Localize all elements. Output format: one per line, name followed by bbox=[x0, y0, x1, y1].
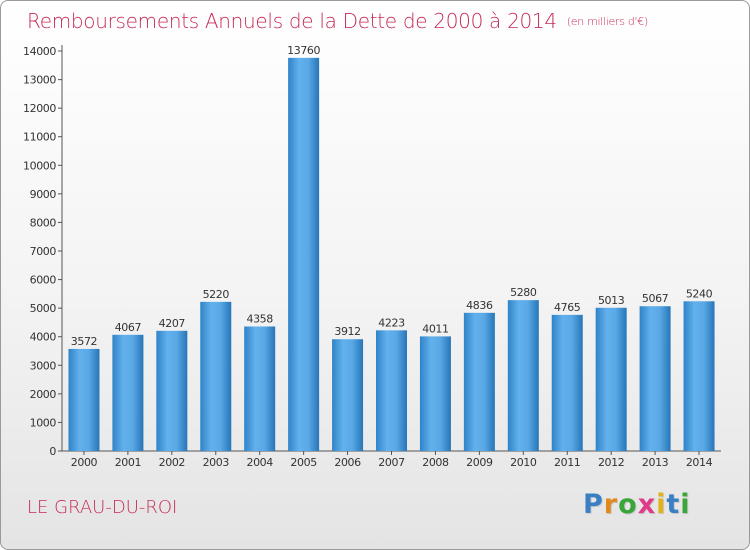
data-label: 4765 bbox=[554, 301, 581, 314]
bar bbox=[244, 326, 276, 451]
x-tick-label: 2003 bbox=[203, 456, 230, 469]
data-label: 5220 bbox=[203, 288, 230, 301]
bar bbox=[200, 301, 232, 451]
x-tick-label: 2012 bbox=[598, 456, 624, 469]
x-tick-label: 2010 bbox=[510, 456, 537, 469]
data-label: 5280 bbox=[510, 286, 537, 299]
x-tick-label: 2011 bbox=[554, 456, 580, 469]
x-tick-label: 2008 bbox=[422, 456, 449, 469]
logo-letter: t bbox=[666, 489, 681, 520]
y-tick-label: 8000 bbox=[30, 216, 57, 229]
bar bbox=[639, 306, 671, 451]
unit-note: (en milliers d'€) bbox=[566, 15, 648, 28]
y-tick-label: 7000 bbox=[30, 245, 57, 258]
logo-letter: P bbox=[583, 489, 604, 520]
title-text: Remboursements Annuels de la Dette de 20… bbox=[27, 9, 557, 33]
y-tick-label: 5000 bbox=[30, 302, 57, 315]
x-tick-label: 2007 bbox=[378, 456, 405, 469]
bar bbox=[68, 348, 100, 451]
bar bbox=[332, 339, 364, 451]
town-name: LE GRAU-DU-ROI bbox=[27, 497, 178, 518]
y-tick-label: 0 bbox=[49, 445, 56, 458]
bar bbox=[507, 300, 539, 451]
bar bbox=[156, 330, 188, 451]
logo-letter: i bbox=[680, 489, 691, 520]
logo-letter: i bbox=[656, 489, 667, 520]
y-tick-label: 6000 bbox=[30, 274, 57, 287]
y-tick-label: 1000 bbox=[30, 416, 57, 429]
data-label: 4207 bbox=[159, 317, 186, 330]
bar bbox=[683, 301, 715, 451]
x-tick-label: 2013 bbox=[642, 456, 669, 469]
axes: 0 1000 2000 3000 4000 5000 6000 7000 8000 9000 100… bbox=[23, 45, 721, 469]
bar bbox=[376, 330, 407, 451]
y-tick-label: 11000 bbox=[23, 131, 56, 144]
data-label: 4067 bbox=[115, 321, 142, 334]
data-label: 5067 bbox=[642, 292, 669, 305]
x-tick-label: 2009 bbox=[466, 456, 493, 469]
x-tick-label: 2006 bbox=[334, 456, 361, 469]
x-tick-label: 2005 bbox=[290, 456, 317, 469]
bar bbox=[419, 336, 451, 451]
bar bbox=[463, 312, 495, 451]
logo-letter: o bbox=[618, 489, 638, 520]
proxiti-logo: Proxiti bbox=[583, 489, 691, 520]
x-tick-label: 2002 bbox=[159, 456, 185, 469]
y-tick-label: 13000 bbox=[23, 74, 56, 87]
y-tick-label: 12000 bbox=[23, 102, 56, 115]
data-label: 5240 bbox=[686, 287, 713, 300]
chart-title: Remboursements Annuels de la Dette de 20… bbox=[27, 9, 648, 33]
y-tick-label: 9000 bbox=[30, 188, 57, 201]
data-label: 13760 bbox=[287, 44, 320, 57]
data-label: 3572 bbox=[71, 335, 97, 348]
y-tick-label: 3000 bbox=[30, 359, 57, 372]
bar bbox=[288, 57, 320, 451]
logo-letter: x bbox=[637, 489, 657, 520]
data-label: 5013 bbox=[598, 294, 625, 307]
bar bbox=[595, 307, 627, 451]
x-tick-label: 2001 bbox=[115, 456, 141, 469]
bars: 3572 4067 4207 5220 4358 13760 3912 4223 4011 483… bbox=[68, 44, 715, 451]
y-tick-label: 10000 bbox=[23, 159, 56, 172]
x-tick-label: 2000 bbox=[71, 456, 98, 469]
data-label: 4223 bbox=[378, 316, 405, 329]
y-tick-label: 2000 bbox=[30, 388, 57, 401]
x-tick-label: 2004 bbox=[246, 456, 273, 469]
y-tick-label: 14000 bbox=[23, 45, 56, 58]
data-label: 4011 bbox=[422, 322, 448, 335]
data-label: 4836 bbox=[466, 299, 493, 312]
data-label: 4358 bbox=[246, 312, 273, 325]
bar bbox=[551, 314, 583, 451]
y-tick-label: 4000 bbox=[30, 331, 57, 344]
logo-letter: r bbox=[603, 489, 619, 520]
bar bbox=[112, 334, 144, 451]
data-label: 3912 bbox=[334, 325, 360, 338]
x-tick-label: 2014 bbox=[686, 456, 713, 469]
